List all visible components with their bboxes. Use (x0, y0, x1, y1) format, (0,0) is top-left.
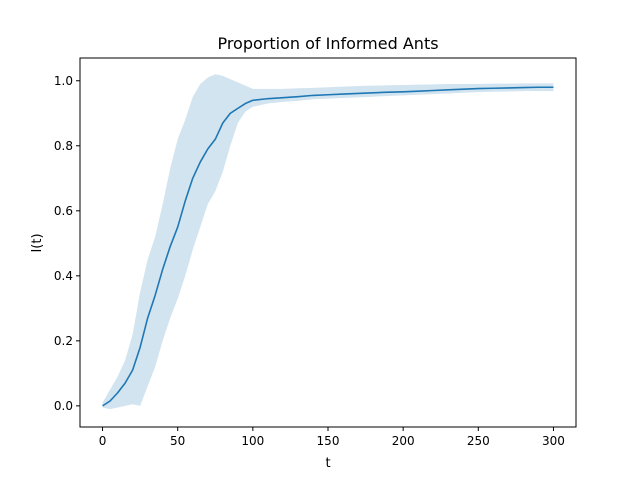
x-tick-label: 250 (467, 434, 490, 448)
confidence-band (102, 74, 554, 410)
plot-area (102, 74, 554, 410)
x-tick-label: 200 (392, 434, 415, 448)
y-axis: 0.0 0.2 0.4 0.6 0.8 1.0 (54, 74, 80, 413)
x-tick-label: 50 (170, 434, 185, 448)
y-axis-label: I(t) (30, 233, 45, 252)
x-tick-label: 0 (99, 434, 107, 448)
y-tick-label: 0.6 (54, 204, 73, 218)
x-axis-label: t (325, 456, 330, 471)
y-tick-label: 0.2 (54, 334, 73, 348)
y-tick-label: 0.8 (54, 139, 73, 153)
x-tick-label: 300 (542, 434, 565, 448)
y-tick-label: 0.4 (54, 269, 73, 283)
x-tick-label: 150 (317, 434, 340, 448)
mean-line (102, 86, 554, 407)
y-tick-label: 1.0 (54, 74, 73, 88)
x-tick-label: 100 (241, 434, 264, 448)
chart-title: Proportion of Informed Ants (217, 34, 438, 53)
x-axis: 0 50 100 150 200 250 300 (99, 427, 565, 448)
y-tick-label: 0.0 (54, 399, 73, 413)
